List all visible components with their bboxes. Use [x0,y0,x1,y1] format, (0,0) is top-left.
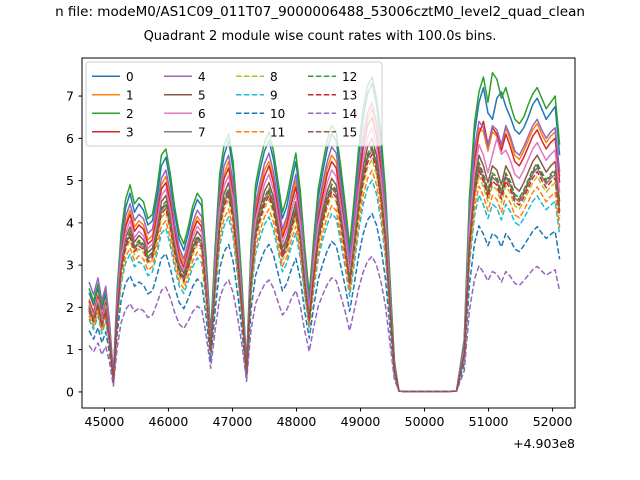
x-axis-offset-text: +4.903e8 [513,436,575,451]
y-tick-label: 2 [66,300,74,315]
legend-label-15[interactable]: 15 [342,125,357,139]
x-tick-label: 52000 [533,414,573,429]
legend-label-0[interactable]: 0 [126,70,134,84]
x-offset-label: +4.903e8 [513,436,575,451]
series-line-9 [88,179,561,393]
legend-label-12[interactable]: 12 [342,70,357,84]
x-tick-label: 45000 [85,414,125,429]
legend-label-9[interactable]: 9 [270,88,278,102]
legend-label-3[interactable]: 3 [126,125,134,139]
legend-label-1[interactable]: 1 [126,88,134,102]
y-tick-label: 6 [66,131,74,146]
series-line-14 [88,255,561,393]
y-tick-label: 0 [66,384,74,399]
axes-group [81,57,576,409]
x-tick-label: 48000 [277,414,317,429]
legend-frame [85,61,383,147]
y-tick-label: 4 [66,215,74,230]
legend-label-13[interactable]: 13 [342,88,357,102]
x-tick-label: 46000 [149,414,189,429]
y-tick-label: 1 [66,342,74,357]
series-clip-group [88,72,561,393]
legend-label-7[interactable]: 7 [198,125,206,139]
legend-label-4[interactable]: 4 [198,70,206,84]
legend-label-10[interactable]: 10 [270,107,285,121]
series-line-13 [88,153,561,393]
series-line-10 [88,212,561,393]
legend-label-5[interactable]: 5 [198,88,206,102]
y-tick-label: 5 [66,173,74,188]
x-axis-ticks: 45000 46000 47000 48000 49000 50000 51000 52000 [85,408,573,429]
x-tick-label: 47000 [213,414,253,429]
series-line-6 [88,127,561,393]
legend-label-2[interactable]: 2 [126,107,134,121]
series-line-4 [88,101,561,393]
series-line-1 [88,107,561,393]
x-tick-label: 50000 [405,414,445,429]
y-axis-ticks: 0 1 2 3 4 5 6 7 [66,89,82,399]
legend-label-8[interactable]: 8 [270,70,278,84]
figure-suptitle: n file: modeM0/AS1C09_011T07_9000006488_… [55,4,585,20]
y-tick-label: 3 [66,258,74,273]
axes-spines [81,57,576,409]
x-tick-label: 49000 [341,414,381,429]
series-line-12 [88,144,561,393]
x-tick-label: 51000 [469,414,509,429]
legend-label-14[interactable]: 14 [342,107,357,121]
series-group [88,72,561,393]
series-line-2 [88,72,561,393]
series-line-15 [88,146,561,393]
y-tick-label: 7 [66,89,74,104]
series-line-11 [88,169,561,393]
axes-title: Quadrant 2 module wise count rates with … [143,29,497,44]
legend-label-6[interactable]: 6 [198,107,206,121]
series-line-8 [88,158,561,393]
legend-label-11[interactable]: 11 [270,125,285,139]
